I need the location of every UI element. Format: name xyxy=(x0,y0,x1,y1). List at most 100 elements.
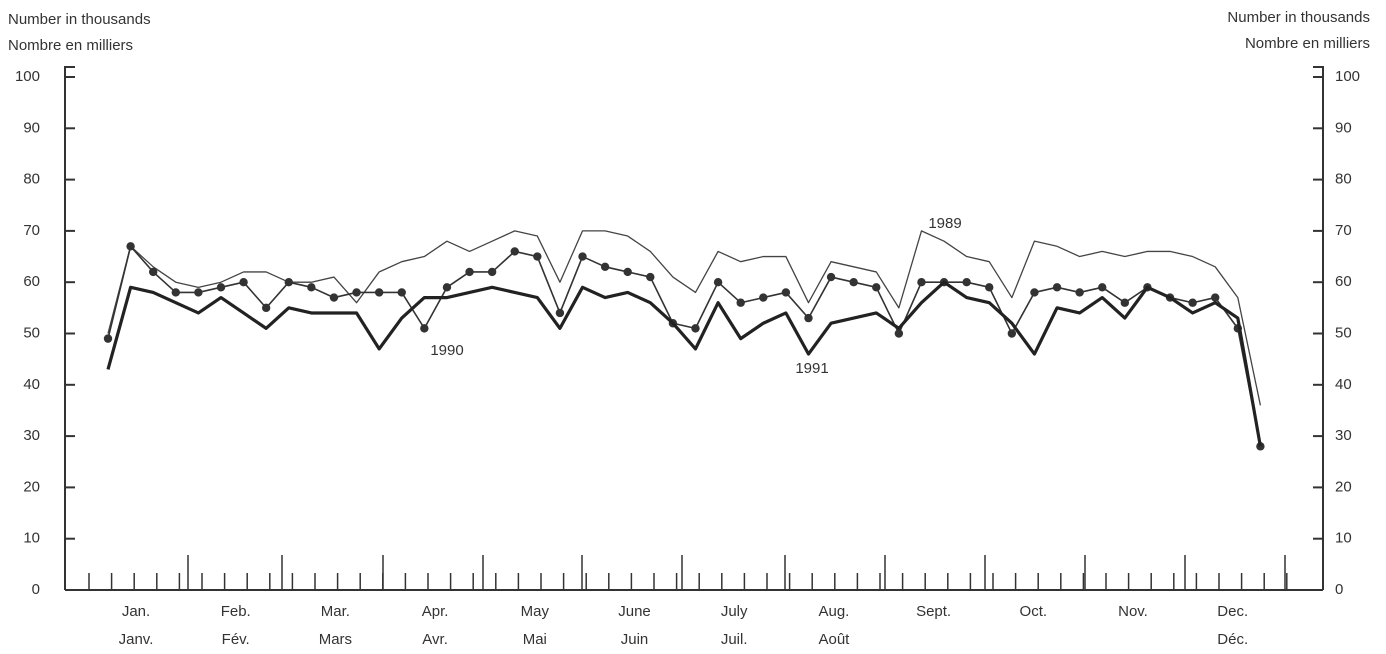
y2-tick-label: 20 xyxy=(1335,478,1352,495)
y2-tick-label: 70 xyxy=(1335,222,1352,239)
series-line xyxy=(107,245,1262,447)
series-marker xyxy=(713,278,723,287)
month-label: Apr. xyxy=(422,603,449,620)
y2-tick-label: 30 xyxy=(1335,427,1352,444)
y2-tick-label: 60 xyxy=(1335,273,1352,290)
y2-tick-label: 50 xyxy=(1335,324,1352,341)
series-marker xyxy=(533,252,542,261)
series-marker xyxy=(781,288,791,297)
y-tick-label: 70 xyxy=(23,222,40,239)
month-label-fr: Fév. xyxy=(222,631,250,648)
y-tick-label: 50 xyxy=(23,324,40,341)
y2-tick-label: 90 xyxy=(1335,119,1352,136)
series-marker xyxy=(307,283,316,292)
series-marker xyxy=(194,288,203,297)
series-line xyxy=(106,280,1262,447)
series-marker xyxy=(352,288,361,297)
y2-tick-label: 100 xyxy=(1335,68,1360,85)
series-marker xyxy=(103,334,113,343)
series-label: 1989 xyxy=(928,215,961,232)
series-marker xyxy=(962,278,971,287)
series-marker xyxy=(1188,298,1197,307)
y2-tick-label: 10 xyxy=(1335,530,1352,547)
series-label: 1990 xyxy=(430,342,463,359)
month-label: Dec. xyxy=(1217,603,1248,620)
month-label: Feb. xyxy=(221,603,251,620)
series-marker xyxy=(646,272,655,282)
series-marker xyxy=(487,267,497,277)
series-marker xyxy=(1007,329,1017,338)
y2-axis-label: Nombre en milliers xyxy=(1245,35,1370,52)
y-tick-label: 80 xyxy=(23,171,40,188)
y-tick-label: 60 xyxy=(23,273,40,290)
series-marker xyxy=(736,298,745,307)
y-tick-label: 0 xyxy=(32,581,40,598)
series-marker xyxy=(374,288,384,297)
y-axis-label: Nombre en milliers xyxy=(8,37,133,54)
series-marker xyxy=(555,308,565,318)
month-label-fr: Juil. xyxy=(721,631,748,648)
series-marker xyxy=(465,267,474,277)
series-marker xyxy=(420,324,429,333)
month-label: July xyxy=(721,603,748,620)
series-marker xyxy=(985,283,994,292)
y-tick-label: 100 xyxy=(15,68,40,85)
series-marker xyxy=(1098,283,1107,292)
series-marker xyxy=(1211,293,1220,302)
month-label: Oct. xyxy=(1020,603,1048,620)
y-tick-label: 20 xyxy=(23,478,40,495)
series-marker xyxy=(329,293,339,302)
series-marker xyxy=(917,278,926,287)
series-marker xyxy=(849,278,858,287)
y2-tick-label: 0 xyxy=(1335,581,1343,598)
series-marker xyxy=(148,267,158,277)
series-marker xyxy=(804,313,813,323)
month-label-fr: Mars xyxy=(319,631,352,648)
series-marker xyxy=(691,324,700,333)
series-marker xyxy=(1030,288,1039,297)
series-marker xyxy=(239,278,248,287)
month-label: Mar. xyxy=(321,603,350,620)
month-label: Sept. xyxy=(916,603,951,620)
month-label-fr: Avr. xyxy=(422,631,448,648)
y2-axis-label: Number in thousands xyxy=(1227,9,1370,26)
series-marker xyxy=(397,288,406,297)
month-label-fr: Juin xyxy=(621,631,649,648)
series-marker xyxy=(1120,298,1130,307)
series-marker xyxy=(510,247,519,256)
y-tick-label: 90 xyxy=(23,119,40,136)
month-label: Nov. xyxy=(1118,603,1148,620)
y2-tick-label: 80 xyxy=(1335,171,1352,188)
month-label: Aug. xyxy=(818,603,849,620)
series-marker xyxy=(284,278,293,287)
y-tick-label: 10 xyxy=(23,530,40,547)
series-marker xyxy=(759,293,768,302)
series-marker xyxy=(600,262,610,272)
y2-tick-label: 40 xyxy=(1335,376,1352,393)
series-marker xyxy=(261,303,271,313)
series-marker xyxy=(826,272,836,282)
month-label-fr: Mai xyxy=(523,631,547,648)
series-marker xyxy=(442,283,452,292)
series-marker xyxy=(872,283,881,292)
y-axis-label: Number in thousands xyxy=(8,11,151,28)
series-marker xyxy=(894,329,904,338)
month-label-fr: Janv. xyxy=(119,631,154,648)
series-line xyxy=(107,230,1262,406)
month-label: Jan. xyxy=(122,603,150,620)
y-tick-label: 40 xyxy=(23,376,40,393)
y-tick-label: 30 xyxy=(23,427,40,444)
series-marker xyxy=(578,252,587,261)
month-label: June xyxy=(618,603,651,620)
series-label: 1991 xyxy=(795,360,828,377)
month-label-fr: Déc. xyxy=(1217,631,1248,648)
series-marker xyxy=(1052,283,1062,292)
series-marker xyxy=(171,288,180,297)
month-label: May xyxy=(521,603,550,620)
series-marker xyxy=(126,242,135,251)
series-marker xyxy=(623,267,632,277)
month-label-fr: Août xyxy=(818,631,850,648)
series-marker xyxy=(216,283,226,292)
series-marker xyxy=(1075,288,1084,297)
